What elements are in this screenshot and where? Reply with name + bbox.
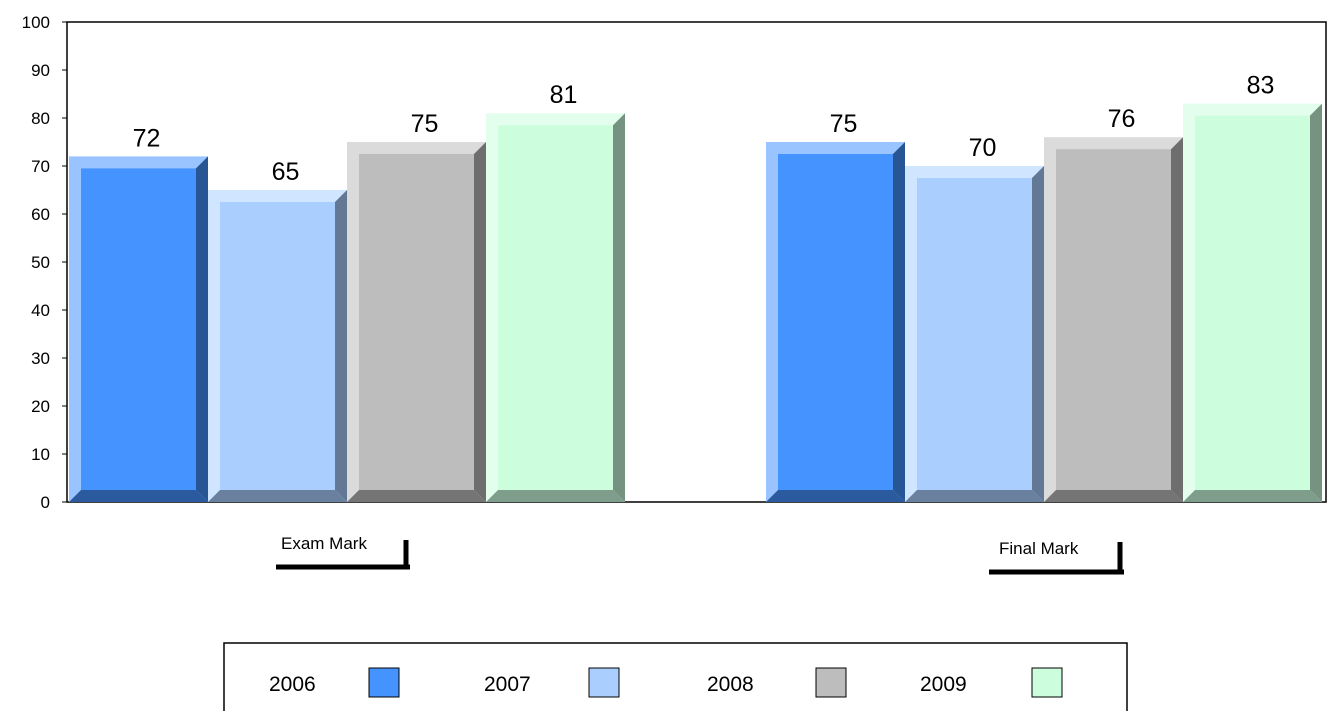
bar bbox=[1056, 149, 1171, 490]
bar bbox=[498, 125, 613, 490]
data-label: 76 bbox=[1108, 105, 1136, 133]
bar-side bbox=[613, 113, 625, 502]
bar-side bbox=[196, 156, 208, 502]
bar-bottom bbox=[486, 490, 625, 502]
x-category-label: Exam Mark bbox=[281, 534, 367, 553]
bar-bottom bbox=[347, 490, 486, 502]
x-category-label: Final Mark bbox=[999, 539, 1079, 558]
data-label: 83 bbox=[1247, 72, 1275, 100]
bar-side bbox=[335, 190, 347, 502]
bar bbox=[917, 178, 1032, 490]
bar-side bbox=[474, 142, 486, 502]
bar-side bbox=[1032, 166, 1044, 502]
legend-swatch bbox=[368, 667, 400, 698]
data-label: 65 bbox=[272, 158, 300, 186]
y-tick-label: 70 bbox=[31, 157, 50, 176]
legend-label: 2008 bbox=[707, 673, 754, 696]
y-tick-label: 10 bbox=[31, 445, 50, 464]
bar-bottom bbox=[1044, 490, 1183, 502]
data-label: 81 bbox=[550, 81, 578, 109]
bar bbox=[81, 168, 196, 490]
y-tick-label: 90 bbox=[31, 61, 50, 80]
data-label: 70 bbox=[969, 134, 997, 162]
legend-swatch bbox=[588, 667, 620, 698]
bar-bottom bbox=[69, 490, 208, 502]
y-tick-label: 50 bbox=[31, 253, 50, 272]
bar-side bbox=[1171, 137, 1183, 502]
legend-label: 2006 bbox=[269, 673, 316, 696]
bar bbox=[1195, 115, 1310, 490]
bar-side bbox=[1310, 103, 1322, 502]
y-tick-label: 0 bbox=[41, 493, 50, 512]
bar-bottom bbox=[905, 490, 1044, 502]
y-tick-label: 20 bbox=[31, 397, 50, 416]
legend bbox=[223, 642, 1128, 711]
data-label: 75 bbox=[830, 110, 858, 138]
data-label: 75 bbox=[411, 110, 439, 138]
y-tick-label: 60 bbox=[31, 205, 50, 224]
bar bbox=[220, 202, 335, 490]
y-tick-label: 100 bbox=[22, 13, 50, 32]
bar-side bbox=[893, 142, 905, 502]
legend-label: 2007 bbox=[484, 673, 531, 696]
bar-bottom bbox=[766, 490, 905, 502]
legend-swatch bbox=[815, 667, 847, 698]
bar bbox=[359, 154, 474, 490]
y-tick-label: 40 bbox=[31, 301, 50, 320]
bar-bottom bbox=[1183, 490, 1322, 502]
bar bbox=[778, 154, 893, 490]
data-label: 72 bbox=[133, 124, 161, 152]
y-tick-label: 80 bbox=[31, 109, 50, 128]
legend-swatch bbox=[1031, 667, 1063, 698]
y-tick-label: 30 bbox=[31, 349, 50, 368]
bar-bottom bbox=[208, 490, 347, 502]
legend-label: 2009 bbox=[920, 673, 967, 696]
